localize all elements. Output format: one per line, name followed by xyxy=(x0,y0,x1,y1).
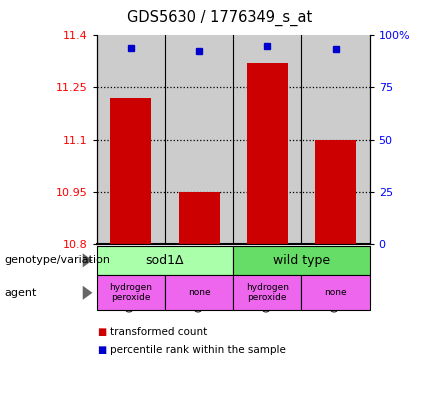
Text: genotype/variation: genotype/variation xyxy=(4,255,110,265)
Text: wild type: wild type xyxy=(273,254,330,267)
Bar xyxy=(179,191,220,244)
Bar xyxy=(110,98,151,244)
Text: hydrogen
peroxide: hydrogen peroxide xyxy=(246,283,289,303)
Bar xyxy=(247,63,288,244)
Text: agent: agent xyxy=(4,288,37,298)
Text: none: none xyxy=(188,288,210,297)
Text: percentile rank within the sample: percentile rank within the sample xyxy=(110,345,286,355)
Text: hydrogen
peroxide: hydrogen peroxide xyxy=(110,283,152,303)
Text: ■: ■ xyxy=(97,345,106,355)
Text: none: none xyxy=(324,288,347,297)
Text: transformed count: transformed count xyxy=(110,327,207,337)
Text: ■: ■ xyxy=(97,327,106,337)
Text: GDS5630 / 1776349_s_at: GDS5630 / 1776349_s_at xyxy=(127,10,313,26)
Text: sod1Δ: sod1Δ xyxy=(146,254,184,267)
Bar xyxy=(315,140,356,244)
